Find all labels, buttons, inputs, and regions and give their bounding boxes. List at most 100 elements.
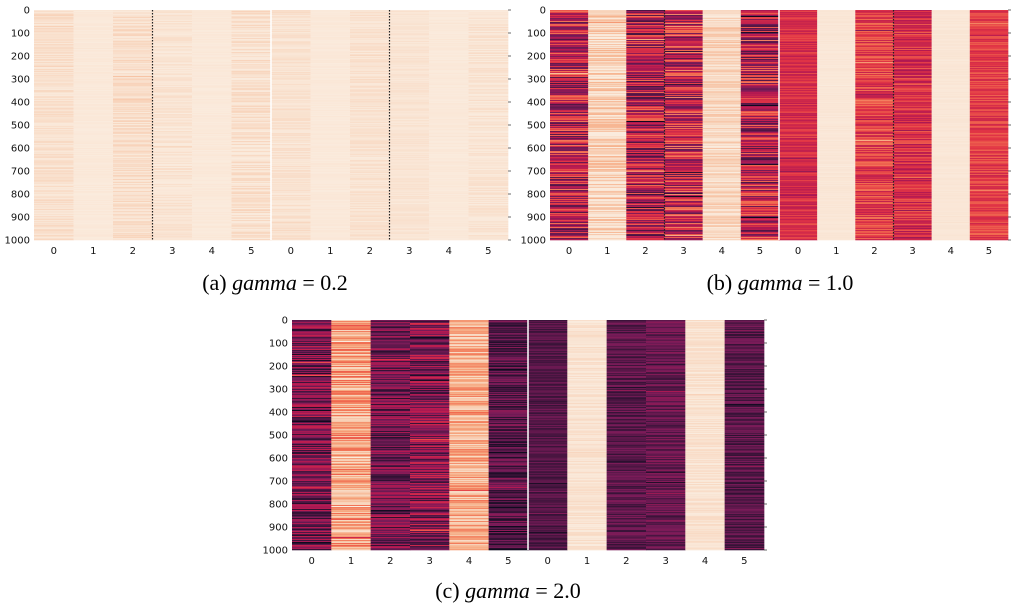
heatmap-a-cell — [152, 145, 193, 147]
heatmap-a-cell — [152, 70, 193, 72]
heatmap-b-cell — [740, 25, 780, 27]
heatmap-b-cell — [550, 216, 589, 218]
heatmap-a-cell — [389, 42, 430, 44]
heatmap-a-cell — [350, 73, 390, 75]
heatmap-a-cell — [152, 132, 193, 134]
heatmap-a-cell — [113, 219, 153, 221]
heatmap-a-cell — [113, 51, 153, 53]
heatmap-b-cell — [588, 29, 627, 31]
heatmap-b-cell — [626, 213, 665, 215]
heatmap-b-cell — [588, 160, 627, 162]
heatmap-a-cell — [350, 103, 390, 105]
heatmap-b-cell — [550, 215, 589, 217]
heatmap-b-cell — [779, 214, 818, 216]
heatmap-a-xtick-label: 3 — [169, 246, 175, 257]
heatmap-a-cell — [73, 93, 114, 95]
heatmap-a-cell — [152, 44, 193, 46]
heatmap-b-cell — [664, 154, 703, 156]
heatmap-a-cell — [389, 49, 430, 51]
heatmap-a-cell — [34, 223, 74, 225]
heatmap-a-cell — [271, 140, 311, 142]
heatmap-a-cell — [152, 143, 193, 145]
heatmap-a-cell — [310, 179, 351, 181]
heatmap-a-cell — [231, 55, 272, 57]
heatmap-b-cell — [855, 237, 894, 239]
heatmap-a-cell — [389, 123, 430, 125]
heatmap-a-cell — [34, 38, 74, 40]
heatmap-a-cell — [192, 29, 232, 31]
heatmap-b-cell — [740, 144, 780, 146]
heatmap-b-cell — [588, 123, 627, 125]
heatmap-b-cell — [626, 226, 665, 228]
heatmap-a-cell — [113, 181, 153, 183]
heatmap-a-cell — [350, 98, 390, 100]
heatmap-b-cell — [626, 55, 665, 57]
heatmap-b-cell — [664, 77, 703, 79]
heatmap-b-cell — [779, 50, 818, 52]
heatmap-a-cell — [113, 172, 153, 174]
heatmap-b-cell — [855, 49, 894, 51]
heatmap-a-cell — [271, 126, 311, 128]
heatmap-a-cell — [389, 138, 430, 140]
heatmap-a-cell — [231, 56, 272, 58]
heatmap-b-cell — [664, 13, 703, 15]
heatmap-a-cell — [113, 58, 153, 60]
heatmap-b-cell — [779, 210, 818, 212]
heatmap-b-cell — [550, 149, 589, 151]
heatmap-a-cell — [192, 230, 232, 232]
heatmap-b-cell — [855, 39, 894, 41]
heatmap-a-cell — [429, 183, 469, 185]
heatmap-b-cell — [702, 55, 742, 57]
heatmap-a-cell — [429, 85, 469, 87]
heatmap-a-cell — [389, 93, 430, 95]
heatmap-b-cell — [550, 193, 589, 195]
heatmap-a-cell — [429, 124, 469, 126]
heatmap-a-cell — [468, 54, 509, 56]
heatmap-b-cell — [817, 26, 856, 28]
heatmap-b-cell — [702, 204, 742, 206]
heatmap-b-cell — [626, 139, 665, 141]
heatmap-b-cell — [855, 47, 894, 49]
heatmap-b-cell — [588, 110, 627, 112]
heatmap-a-cell — [468, 174, 509, 176]
heatmap-a-cell — [152, 238, 193, 240]
heatmap-a-cell — [350, 129, 390, 131]
heatmap-a-cell — [152, 114, 193, 116]
heatmap-a-cell — [113, 212, 153, 214]
heatmap-a-cell — [73, 119, 114, 121]
heatmap-a-cell — [73, 233, 114, 235]
heatmap-b-cell — [893, 11, 932, 13]
heatmap-b-cell — [893, 48, 932, 50]
heatmap-b-cell — [626, 180, 665, 182]
heatmap-a-cell — [152, 123, 193, 125]
heatmap-a-cell — [73, 31, 114, 33]
heatmap-a-cell — [310, 47, 351, 49]
heatmap-a-cell — [468, 48, 509, 50]
heatmap-a-cell — [192, 176, 232, 178]
heatmap-a-cell — [73, 40, 114, 42]
heatmap-a-cell — [389, 36, 430, 38]
heatmap-a-cell — [389, 68, 430, 70]
heatmap-b-cell — [550, 81, 589, 83]
heatmap-a-cell — [350, 111, 390, 113]
heatmap-a-cell — [389, 103, 430, 105]
caption-a-var: gamma — [232, 270, 297, 295]
heatmap-a-cell — [310, 22, 351, 24]
heatmap-b-cell — [817, 231, 856, 233]
heatmap-b-cell — [702, 217, 742, 219]
heatmap-a-cell — [350, 231, 390, 233]
heatmap-b-cell — [740, 230, 780, 232]
heatmap-a-cell — [468, 64, 509, 66]
heatmap-b-cell — [740, 134, 780, 136]
heatmap-a-cell — [429, 19, 469, 21]
heatmap-b-cell — [664, 49, 703, 51]
heatmap-a-cell — [389, 236, 430, 238]
heatmap-b-cell — [855, 90, 894, 92]
heatmap-b-cell — [855, 40, 894, 42]
heatmap-a-cell — [468, 105, 509, 107]
heatmap-a-cell — [389, 134, 430, 136]
heatmap-a-cell — [429, 127, 469, 129]
heatmap-a-cell — [73, 163, 114, 165]
heatmap-b-cell — [702, 159, 742, 161]
heatmap-a-cell — [468, 142, 509, 144]
